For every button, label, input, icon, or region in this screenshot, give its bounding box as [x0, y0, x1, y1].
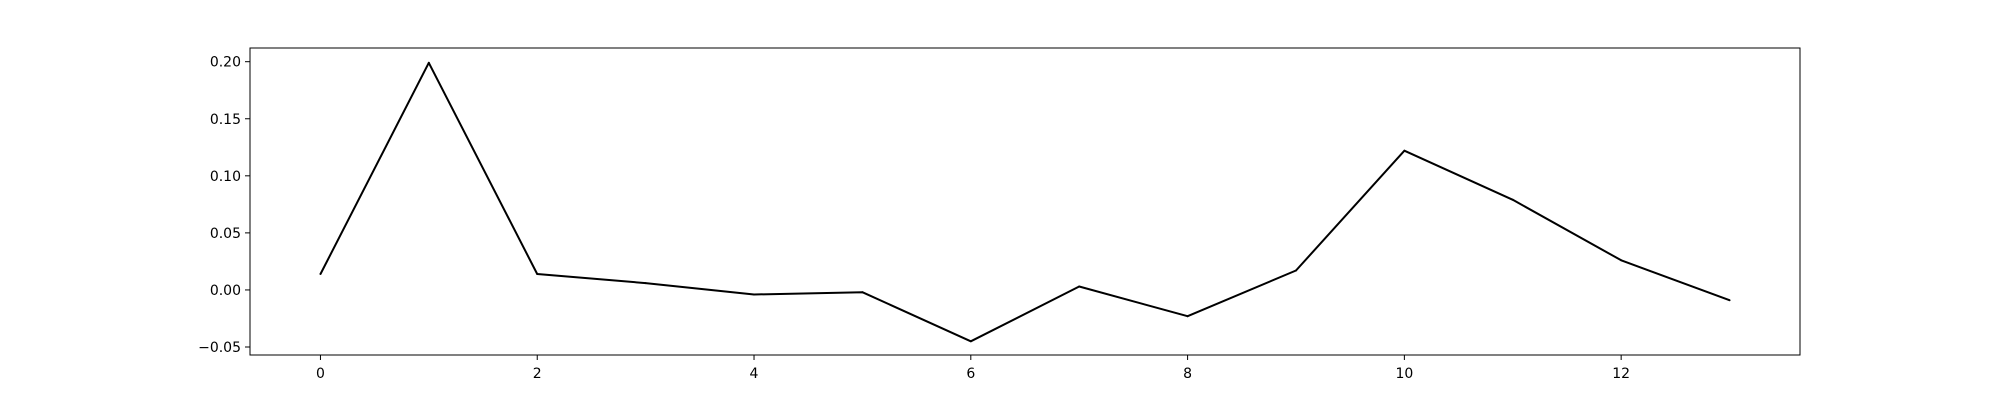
- x-tick-label: 6: [966, 366, 975, 382]
- y-tick-label: 0.15: [210, 112, 241, 128]
- data-point: [319, 272, 322, 275]
- y-tick-label: 0.00: [210, 283, 241, 299]
- data-point: [536, 272, 539, 275]
- y-axis: −0.05 0.00 0.05 0.10 0.15 0.20: [198, 55, 250, 356]
- data-point: [1511, 198, 1514, 201]
- data-point: [1186, 315, 1189, 318]
- y-tick-label: 0.05: [210, 226, 241, 242]
- x-tick-label: 10: [1395, 366, 1413, 382]
- data-point: [969, 340, 972, 343]
- data-point: [1728, 299, 1731, 302]
- data-point: [861, 291, 864, 294]
- x-tick-label: 12: [1612, 366, 1630, 382]
- y-tick-label: 0.20: [210, 55, 241, 71]
- x-tick-label: 2: [533, 366, 542, 382]
- x-axis: 0 2 4 6 8 10 12: [316, 355, 1630, 382]
- series-line: [319, 61, 1730, 343]
- data-point: [1620, 259, 1623, 262]
- data-point: [753, 293, 756, 296]
- data-point: [1078, 285, 1081, 288]
- y-tick-label: 0.10: [210, 169, 241, 185]
- data-point: [644, 282, 647, 285]
- series-group: [319, 61, 1731, 343]
- data-point: [427, 61, 430, 64]
- plot-area-frame: [249, 47, 1801, 356]
- data-point: [1403, 149, 1406, 152]
- x-tick-label: 8: [1183, 366, 1192, 382]
- x-tick-label: 4: [750, 366, 759, 382]
- x-tick-label: 0: [316, 366, 325, 382]
- data-point: [1294, 269, 1297, 272]
- y-tick-label: −0.05: [198, 340, 241, 356]
